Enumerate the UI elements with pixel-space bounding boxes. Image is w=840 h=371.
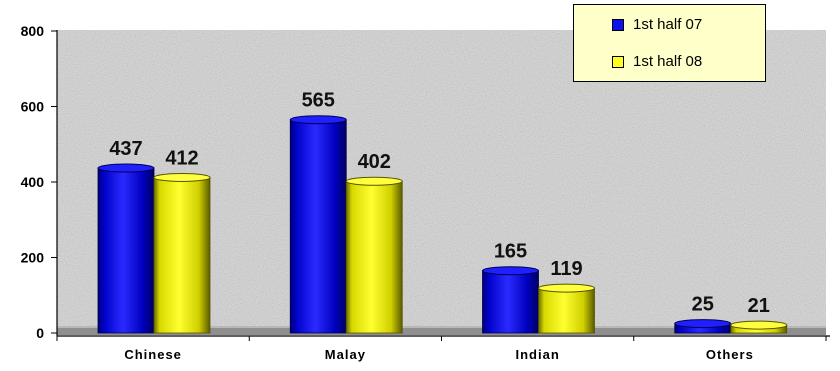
x-tick-label: Chinese: [124, 347, 182, 362]
bar-cap: [482, 266, 539, 276]
legend-swatch-blue: [612, 18, 624, 31]
y-tick-label: 600: [21, 99, 45, 115]
legend-label: 1st half 08: [633, 53, 703, 70]
bar-cap: [730, 320, 788, 330]
legend-item-1st-half-08: 1st half 08: [612, 53, 702, 70]
x-tick-label: Malay: [325, 347, 366, 362]
floor-top: [57, 326, 826, 328]
legend-label: 1st half 07: [633, 16, 703, 33]
bar-cap: [674, 319, 732, 329]
bar-cap: [538, 283, 595, 293]
data-label: 565: [302, 90, 335, 112]
y-tick-label: 800: [21, 23, 45, 39]
data-label: 402: [358, 151, 391, 173]
y-tick-label: 0: [36, 325, 44, 341]
bar-cap: [345, 176, 403, 186]
bar-body: [97, 167, 155, 334]
data-label: 412: [165, 147, 198, 169]
bar-body: [538, 287, 595, 334]
data-label: 25: [692, 294, 714, 316]
bar-body: [345, 180, 403, 334]
floor-front: [57, 326, 826, 335]
x-tick-label: Others: [706, 347, 754, 362]
bar-cap: [289, 115, 347, 125]
data-label: 119: [550, 258, 582, 280]
legend-item-1st-half-07: 1st half 07: [612, 16, 702, 33]
chart-legend: 1st half 07 1st half 08: [573, 4, 766, 82]
data-label: 21: [748, 295, 770, 317]
bar-body: [289, 119, 347, 334]
y-tick-label: 200: [21, 250, 45, 266]
bar-cap: [153, 172, 211, 182]
bar-body: [482, 270, 539, 334]
bar-cap: [97, 163, 155, 173]
bar-body: [153, 177, 211, 334]
legend-swatch-yellow: [612, 55, 624, 68]
data-label: 165: [494, 241, 527, 263]
y-tick-label: 400: [21, 174, 45, 190]
x-tick-label: Indian: [515, 347, 559, 362]
data-label: 437: [109, 138, 142, 160]
